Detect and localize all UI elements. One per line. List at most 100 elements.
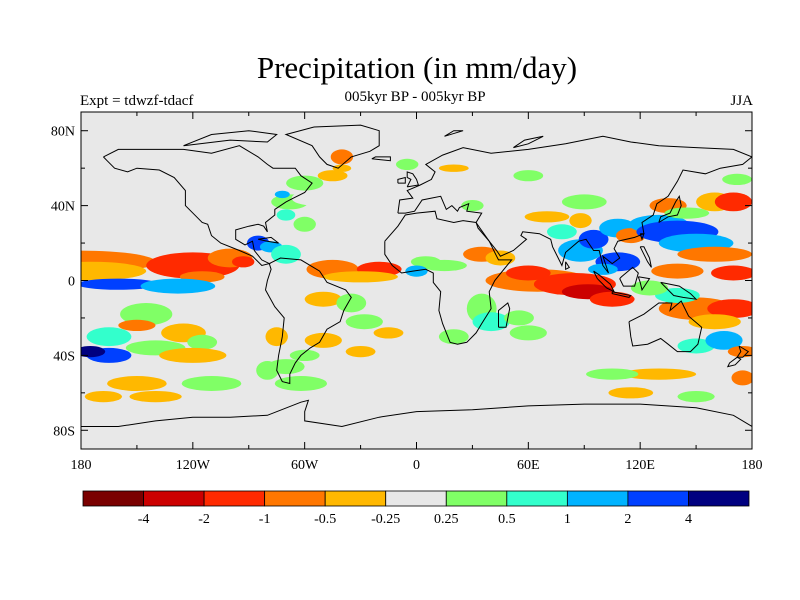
anomaly-patch <box>274 376 327 391</box>
anomaly-patch <box>293 216 316 232</box>
lon-tick-label: 60E <box>517 458 540 473</box>
lon-tick-label: 60W <box>291 458 319 473</box>
lat-tick-label: 80N <box>51 125 75 140</box>
anomaly-patch <box>707 299 752 318</box>
coastline-path <box>660 281 698 300</box>
anomaly-patch <box>589 291 635 307</box>
coastline-path <box>444 130 464 137</box>
coastline-path <box>628 300 703 353</box>
anomaly-patch <box>578 229 609 249</box>
anomaly-patch <box>651 263 704 279</box>
coastline-path <box>513 135 544 149</box>
anomaly-patch <box>664 207 710 219</box>
anomaly-patch <box>504 310 534 326</box>
anomaly-patch <box>405 265 428 277</box>
lat-tick-label: 0 <box>68 275 75 290</box>
colorbar-label: -2 <box>198 512 210 527</box>
anomaly-patch <box>265 327 288 347</box>
anomaly-patch <box>677 246 752 262</box>
colorbar-swatch <box>627 490 689 507</box>
lon-tick-label: 0 <box>413 458 420 473</box>
coastline-path <box>565 261 571 271</box>
anomaly-patch <box>181 376 242 391</box>
colorbar-label: 2 <box>624 512 631 527</box>
anomaly-patch <box>561 194 607 210</box>
colorbar: -4 -2 -1 -0.5 -0.25 0.25 0.5 1 2 4 <box>82 490 750 527</box>
colorbar-swatch <box>445 490 508 507</box>
colorbar-swatch <box>506 490 568 507</box>
anomaly-patch <box>86 327 132 347</box>
anomaly-patch <box>569 213 592 229</box>
coastline-path <box>183 130 278 147</box>
coastline-path <box>81 399 752 428</box>
anomaly-patch <box>274 190 290 199</box>
anomaly-patch <box>304 291 342 307</box>
coastline-path <box>498 302 511 328</box>
colorbar-swatch <box>203 490 266 507</box>
anomaly-patch <box>438 164 469 172</box>
anomaly-patch <box>289 349 320 361</box>
colorbar-swatch <box>566 490 629 507</box>
colorbar-label: 1 <box>564 512 571 527</box>
map-axes: 180 120W 60W 0 60E 120E 180 80N 40N 0 40S 80S <box>51 112 763 473</box>
anomaly-patch <box>714 192 752 212</box>
anomaly-patch <box>524 211 570 223</box>
anomaly-patch <box>677 391 715 403</box>
anomaly-patch <box>118 319 156 331</box>
chart-title: Precipitation (in mm/day) <box>256 50 578 85</box>
colorbar-swatch <box>264 490 326 507</box>
coastline-path <box>257 236 279 244</box>
anomaly-patch <box>304 332 342 348</box>
anomaly-patch <box>688 314 741 330</box>
anomaly-patch <box>159 347 227 363</box>
anomaly-patch <box>84 391 122 403</box>
colorbar-swatch <box>143 490 205 507</box>
lon-tick-label: 180 <box>71 458 92 473</box>
anomaly-patch <box>608 387 654 399</box>
coastline-path <box>639 246 652 268</box>
lat-tick-label: 40N <box>51 200 75 215</box>
lon-tick-label: 120W <box>176 458 211 473</box>
anomaly-patch <box>422 259 467 272</box>
anomaly-patch <box>509 325 547 341</box>
anomaly-patch <box>345 314 383 330</box>
colorbar-label: 0.5 <box>498 512 516 527</box>
lon-tick-label: 120E <box>625 458 655 473</box>
anomaly-patch <box>547 224 577 240</box>
colorbar-swatch <box>385 490 447 507</box>
coastline-path <box>284 124 380 169</box>
colorbar-label: -0.25 <box>371 512 400 527</box>
anomaly-patch <box>621 368 697 380</box>
anomaly-patch <box>472 312 510 332</box>
anomaly-patch <box>485 250 516 266</box>
anomaly-patch <box>461 200 484 212</box>
anomaly-patch <box>317 170 348 182</box>
coastline-path <box>384 210 513 345</box>
anomaly-patch <box>332 164 352 172</box>
anomaly-patch <box>438 329 469 345</box>
anomaly-patch <box>705 331 743 350</box>
coastline-path <box>637 276 651 292</box>
coastlines <box>81 124 752 428</box>
experiment-label: Expt = tdwzf-tdacf <box>80 93 194 109</box>
coastline-path <box>406 171 420 188</box>
colorbar-label: -1 <box>259 512 271 527</box>
anomaly-patch <box>513 170 544 182</box>
season-label: JJA <box>730 93 753 109</box>
anomaly-patch <box>232 256 255 268</box>
anomaly-patch <box>187 334 218 350</box>
anomaly-patch <box>81 346 106 358</box>
coastline-path <box>639 233 645 241</box>
lon-tick-label: 180 <box>742 458 763 473</box>
colorbar-label: 4 <box>685 512 692 527</box>
chart-subtitle: 005kyr BP - 005kyr BP <box>344 89 486 105</box>
anomaly-patch <box>330 149 354 165</box>
anomaly-patch <box>586 368 639 380</box>
anomaly-patch <box>129 391 182 403</box>
coastline-path <box>619 266 639 287</box>
anomaly-patch <box>731 370 752 386</box>
anomaly-patch <box>107 376 167 391</box>
anomaly-patch <box>345 346 376 358</box>
coastline-path <box>264 257 352 385</box>
